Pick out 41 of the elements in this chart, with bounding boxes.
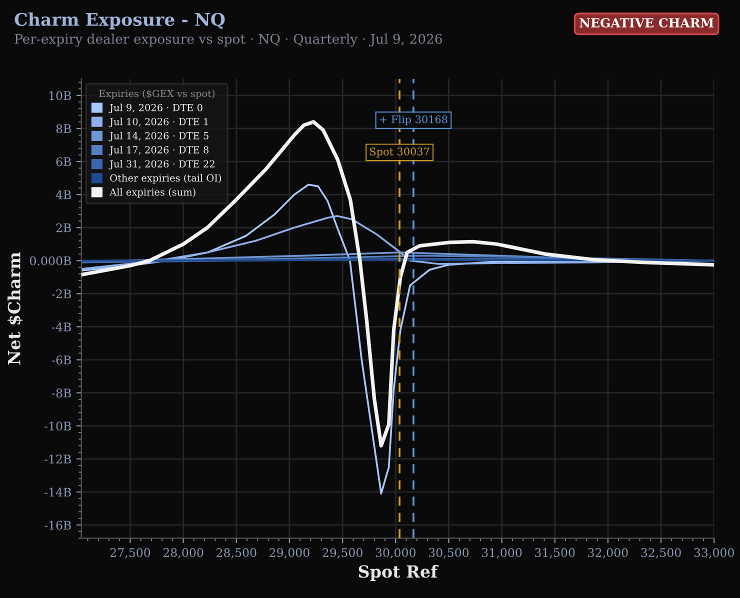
- x-tick-label: 32,500: [641, 548, 681, 558]
- legend-label: Other expiries (tail OI): [110, 174, 222, 184]
- y-tick-label: -16B: [44, 520, 71, 530]
- legend-label: Jul 9, 2026 · DTE 0: [108, 104, 202, 114]
- x-axis-title: Spot Ref: [358, 564, 439, 582]
- x-tick-label: 27,500: [110, 548, 150, 558]
- chart-subtitle: Per-expiry dealer exposure vs spot · NQ · Quarterly · Jul 9, 2026: [14, 34, 442, 47]
- x-tick-label: 31,000: [482, 548, 522, 558]
- y-tick-label: 6B: [56, 157, 71, 166]
- text: NEGATIVE CHARM: [580, 18, 714, 28]
- x-tick-label: 29,500: [322, 548, 362, 558]
- legend-label: Jul 31, 2026 · DTE 22: [108, 160, 214, 170]
- x-tick-label: 33,000: [694, 548, 734, 558]
- y-tick-label: 8B: [56, 124, 71, 134]
- x-tick-label: 31,500: [535, 548, 575, 558]
- x-tick-label: 29,000: [270, 548, 310, 558]
- y-tick-label: -4B: [52, 322, 71, 332]
- legend-label: All expiries (sum): [110, 188, 196, 198]
- chart-title: Charm Exposure - NQ: [14, 12, 225, 30]
- legend-label: Jul 10, 2026 · DTE 1: [108, 118, 208, 128]
- y-tick-label: -2B: [52, 289, 71, 298]
- x-tick-label: 28,500: [216, 548, 256, 558]
- legend-title: Expiries ($GEX vs spot): [99, 90, 215, 100]
- legend-label: Jul 17, 2026 · DTE 8: [108, 146, 209, 156]
- x-tick-label: 28,000: [163, 548, 204, 558]
- ref-line-label: + Flip 30168: [380, 115, 448, 126]
- legend-label: Jul 14, 2026 · DTE 5: [108, 132, 208, 142]
- x-tick-label: 30,500: [428, 548, 469, 558]
- y-tick-label: 4B: [56, 190, 71, 200]
- y-axis-title: Net $Charm: [7, 252, 23, 365]
- ref-line-label: Spot 30037: [370, 148, 430, 158]
- y-tick-label: -6B: [52, 356, 71, 364]
- y-tick-label: -14B: [44, 488, 71, 496]
- x-tick-label: 32,000: [588, 548, 628, 558]
- y-tick-label: 2B: [56, 223, 71, 232]
- y-tick-label: -8B: [52, 388, 71, 398]
- y-tick-label: 10B: [49, 91, 71, 100]
- y-tick-label: -10B: [44, 422, 71, 431]
- y-tick-label: -12B: [44, 454, 71, 464]
- y-tick-label: 0.000B: [30, 256, 71, 266]
- x-tick-label: 30,000: [376, 548, 416, 558]
